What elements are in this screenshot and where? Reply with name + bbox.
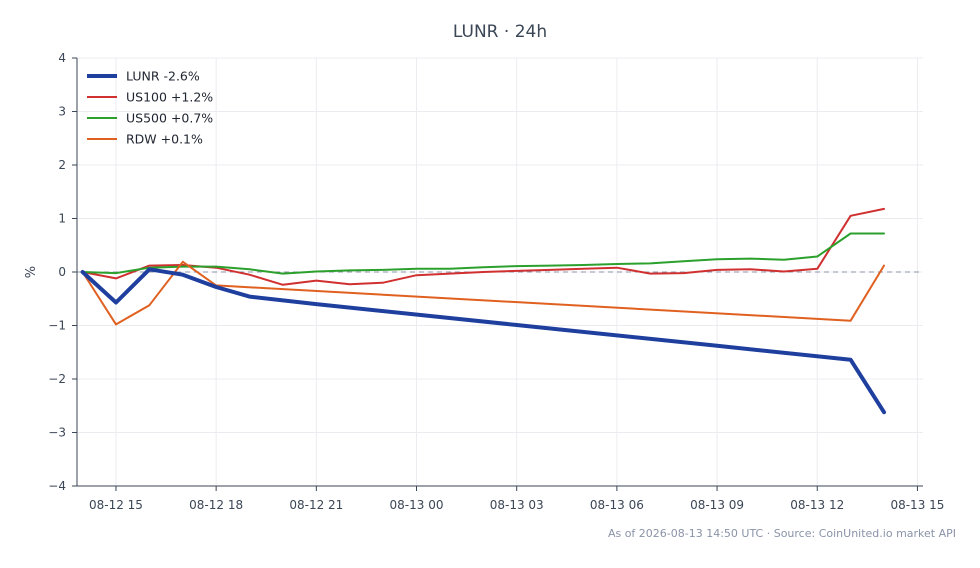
chart-title: LUNR · 24h bbox=[453, 22, 547, 42]
series-line-4 bbox=[81, 260, 885, 326]
x-tick-label: 08-13 06 bbox=[590, 498, 644, 512]
y-axis-ticks: −4 −3 −2 −1 0 1 2 3 4 bbox=[48, 51, 77, 493]
x-tick-label: 08-13 15 bbox=[890, 498, 944, 512]
x-tick-label: 08-13 03 bbox=[490, 498, 544, 512]
y-tick-label: −1 bbox=[48, 319, 66, 333]
legend-label: US500 +0.7% bbox=[126, 111, 213, 126]
legend-label: LUNR -2.6% bbox=[126, 69, 200, 84]
legend-label: US100 +1.2% bbox=[126, 90, 213, 105]
y-tick-label: −3 bbox=[48, 426, 66, 440]
y-tick-label: 1 bbox=[58, 212, 66, 226]
y-tick-label: 2 bbox=[58, 158, 66, 172]
x-axis-ticks: 08-12 15 08-12 18 08-12 21 08-13 00 08-13 03… bbox=[89, 486, 944, 512]
x-tick-label: 08-13 09 bbox=[690, 498, 744, 512]
x-tick-label: 08-12 21 bbox=[289, 498, 343, 512]
y-tick-label: −4 bbox=[48, 479, 66, 493]
y-axis-label: % bbox=[24, 266, 39, 278]
y-tick-label: 0 bbox=[58, 265, 66, 279]
legend-label: RDW +0.1% bbox=[126, 132, 203, 147]
source-footnote: As of 2026-08-13 14:50 UTC · Source: Coi… bbox=[608, 527, 956, 540]
series-line-1 bbox=[80, 267, 886, 415]
y-tick-label: 3 bbox=[58, 105, 66, 119]
x-tick-label: 08-13 12 bbox=[790, 498, 844, 512]
legend: LUNR -2.6% US100 +1.2% US500 +0.7% RDW +0.1… bbox=[87, 69, 213, 147]
y-tick-label: −2 bbox=[48, 372, 66, 386]
series-line-2 bbox=[81, 207, 885, 286]
y-tick-label: 4 bbox=[58, 51, 66, 65]
x-tick-label: 08-13 00 bbox=[390, 498, 444, 512]
x-tick-label: 08-12 18 bbox=[189, 498, 243, 512]
x-tick-label: 08-12 15 bbox=[89, 498, 143, 512]
series-lines bbox=[80, 207, 886, 415]
series-line-3 bbox=[81, 232, 885, 275]
